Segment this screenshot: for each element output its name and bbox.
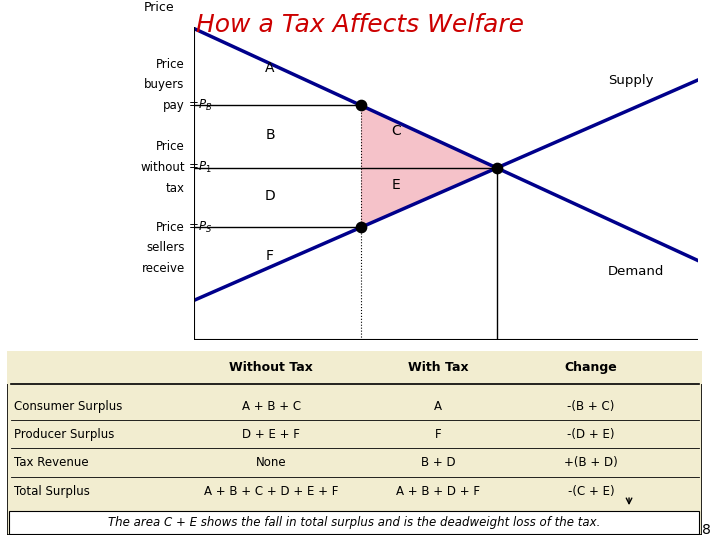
Text: A + B + C + D + E + F: A + B + C + D + E + F xyxy=(204,485,338,498)
Text: Demand: Demand xyxy=(608,265,664,278)
Text: Price: Price xyxy=(156,139,184,152)
Text: 0: 0 xyxy=(190,359,199,372)
Text: buyers: buyers xyxy=(144,78,184,91)
Point xyxy=(355,101,366,110)
Text: +(B + D): +(B + D) xyxy=(564,456,618,469)
Text: How a Tax Affects Welfare: How a Tax Affects Welfare xyxy=(196,14,524,37)
Point xyxy=(355,223,366,232)
Text: With Tax: With Tax xyxy=(408,361,468,374)
Text: Price: Price xyxy=(156,58,184,71)
Text: receive: receive xyxy=(141,262,184,275)
Text: -(C + E): -(C + E) xyxy=(567,485,614,498)
Text: A: A xyxy=(434,400,442,413)
Text: $Q_1$: $Q_1$ xyxy=(488,359,505,374)
FancyBboxPatch shape xyxy=(7,351,702,535)
Point xyxy=(491,164,503,172)
Text: =$P_B$: =$P_B$ xyxy=(184,98,212,113)
Text: None: None xyxy=(256,456,287,469)
Text: Supply: Supply xyxy=(608,74,653,87)
Polygon shape xyxy=(361,168,497,227)
Text: A + B + C: A + B + C xyxy=(242,400,301,413)
Text: pay: pay xyxy=(163,99,184,112)
Text: $Q_2$: $Q_2$ xyxy=(353,359,369,374)
Text: Total Surplus: Total Surplus xyxy=(14,485,90,498)
Text: D + E + F: D + E + F xyxy=(243,428,300,441)
Text: Price: Price xyxy=(156,221,184,234)
Text: without: without xyxy=(140,161,184,174)
Text: 8: 8 xyxy=(703,523,711,537)
Text: Producer Surplus: Producer Surplus xyxy=(14,428,114,441)
Text: D: D xyxy=(265,189,275,203)
Text: B + D: B + D xyxy=(420,456,455,469)
Text: Consumer Surplus: Consumer Surplus xyxy=(14,400,122,413)
Polygon shape xyxy=(361,105,497,168)
Text: sellers: sellers xyxy=(146,241,184,254)
Text: Price: Price xyxy=(143,2,174,15)
Text: C: C xyxy=(391,124,401,138)
FancyBboxPatch shape xyxy=(7,351,702,384)
Text: F: F xyxy=(435,428,441,441)
Text: F: F xyxy=(266,248,274,262)
Text: The area C + E shows the fall in total surplus and is the deadweight loss of the: The area C + E shows the fall in total s… xyxy=(109,516,600,529)
Text: Without Tax: Without Tax xyxy=(229,361,313,374)
Text: A + B + D + F: A + B + D + F xyxy=(396,485,480,498)
Text: E: E xyxy=(392,178,400,192)
Text: tax: tax xyxy=(166,182,184,195)
Text: A: A xyxy=(265,60,275,75)
Text: Tax Revenue: Tax Revenue xyxy=(14,456,89,469)
Text: -(B + C): -(B + C) xyxy=(567,400,614,413)
Text: =$P_1$: =$P_1$ xyxy=(184,160,212,176)
Text: Quantity: Quantity xyxy=(621,359,675,372)
Text: =$P_S$: =$P_S$ xyxy=(184,220,212,235)
Text: -(D + E): -(D + E) xyxy=(567,428,615,441)
Text: Change: Change xyxy=(564,361,617,374)
Text: B: B xyxy=(265,128,275,142)
FancyBboxPatch shape xyxy=(9,511,698,534)
